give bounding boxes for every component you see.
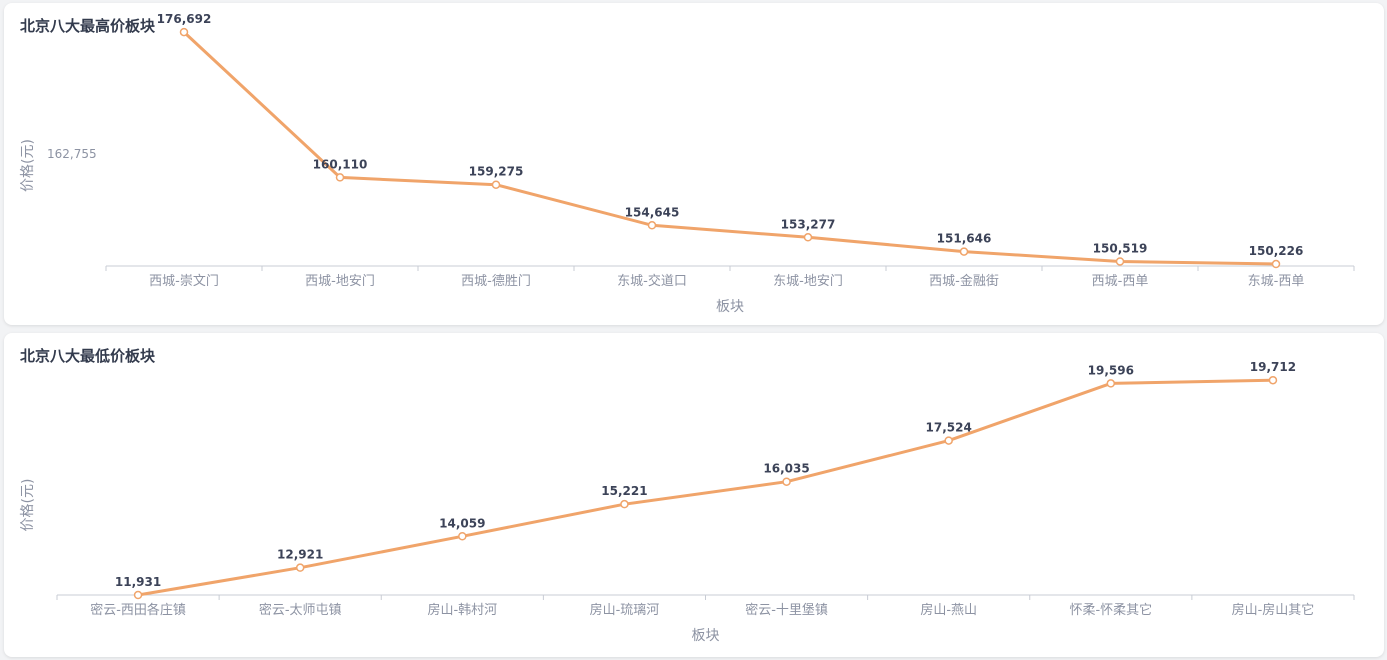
chart-card-highest: 北京八大最高价板块 西城-崇文门 西城-地安门 西城-德胜门 东城-交道口 东城-地安门… — [4, 3, 1384, 325]
chart-card-lowest: 北京八大最低价板块 密云-西田各庄镇 密云-太师屯镇 房山-韩村河 房山-琉璃河 密云-… — [4, 333, 1384, 657]
x-axis-title: 板块 — [716, 299, 744, 315]
x-axis-title: 板块 — [692, 628, 720, 644]
line-chart-lowest: 密云-西田各庄镇 密云-太师屯镇 房山-韩村河 房山-琉璃河 密云-十里堡镇 房山-燕山 怀… — [20, 360, 1355, 644]
x-tick-label: 房山-琉璃河 — [590, 602, 660, 618]
data-point[interactable] — [944, 436, 953, 445]
line-chart-highest: 西城-崇文门 西城-地安门 西城-德胜门 东城-交道口 东城-地安门 西城-金融街 西城-西… — [20, 12, 1355, 315]
data-label: 153,277 — [781, 217, 836, 231]
data-label: 11,931 — [115, 575, 161, 589]
data-label: 159,275 — [469, 165, 524, 179]
data-point[interactable] — [179, 27, 189, 37]
data-label: 16,035 — [763, 462, 809, 476]
data-point[interactable] — [458, 532, 467, 541]
data-point[interactable] — [295, 563, 305, 572]
data-label: 151,646 — [937, 232, 992, 246]
x-tick-label: 西城-德胜门 — [461, 274, 531, 289]
data-label: 154,645 — [625, 205, 680, 219]
x-tick-label: 东城-地安门 — [773, 274, 843, 289]
data-label: 150,226 — [1249, 244, 1304, 258]
data-label: 19,712 — [1250, 360, 1296, 374]
x-tick-label: 房山-燕山 — [920, 602, 977, 618]
y-reference-label: 162,755 — [47, 147, 97, 161]
data-label: 160,110 — [313, 157, 368, 171]
data-label: 17,524 — [926, 421, 972, 435]
series-line — [182, 30, 1278, 266]
data-point[interactable] — [1115, 257, 1125, 266]
y-axis-title: 价格(元) — [20, 139, 36, 192]
x-tick-label: 房山-韩村河 — [427, 602, 497, 618]
x-tick-label: 房山-房山其它 — [1232, 602, 1315, 618]
data-point[interactable] — [647, 221, 657, 230]
data-point[interactable] — [1271, 259, 1281, 269]
chart-title: 北京八大最高价板块 — [20, 17, 156, 35]
data-point[interactable] — [491, 180, 501, 189]
data-label: 12,921 — [277, 548, 323, 562]
data-label: 14,059 — [439, 516, 485, 530]
data-point[interactable] — [620, 499, 629, 509]
x-tick-label: 西城-地安门 — [305, 274, 375, 289]
x-tick-label: 东城-西单 — [1248, 274, 1305, 289]
x-tick-label: 东城-交道口 — [617, 273, 687, 289]
data-label: 150,519 — [1093, 241, 1148, 255]
x-tick-label: 西城-西单 — [1092, 274, 1149, 289]
data-point[interactable] — [1106, 379, 1116, 388]
data-point[interactable] — [133, 590, 143, 600]
data-point[interactable] — [1268, 375, 1278, 385]
x-tick-label: 西城-崇文门 — [149, 274, 219, 289]
x-tick-label: 怀柔-怀柔其它 — [1069, 602, 1152, 618]
x-tick-label: 密云-太师屯镇 — [259, 602, 342, 618]
x-tick-label: 密云-十里堡镇 — [745, 602, 828, 618]
x-tick-label: 密云-西田各庄镇 — [90, 602, 186, 618]
data-label: 15,221 — [601, 484, 647, 498]
chart-title: 北京八大最低价板块 — [20, 347, 156, 365]
data-label: 19,596 — [1088, 363, 1134, 377]
y-axis-title: 价格(元) — [20, 479, 36, 532]
data-label: 176,692 — [157, 12, 212, 26]
data-point[interactable] — [959, 247, 969, 256]
x-tick-label: 西城-金融街 — [929, 273, 999, 289]
data-point[interactable] — [335, 173, 345, 182]
data-point[interactable] — [803, 233, 813, 242]
data-point[interactable] — [782, 477, 791, 486]
series-line — [136, 378, 1275, 597]
